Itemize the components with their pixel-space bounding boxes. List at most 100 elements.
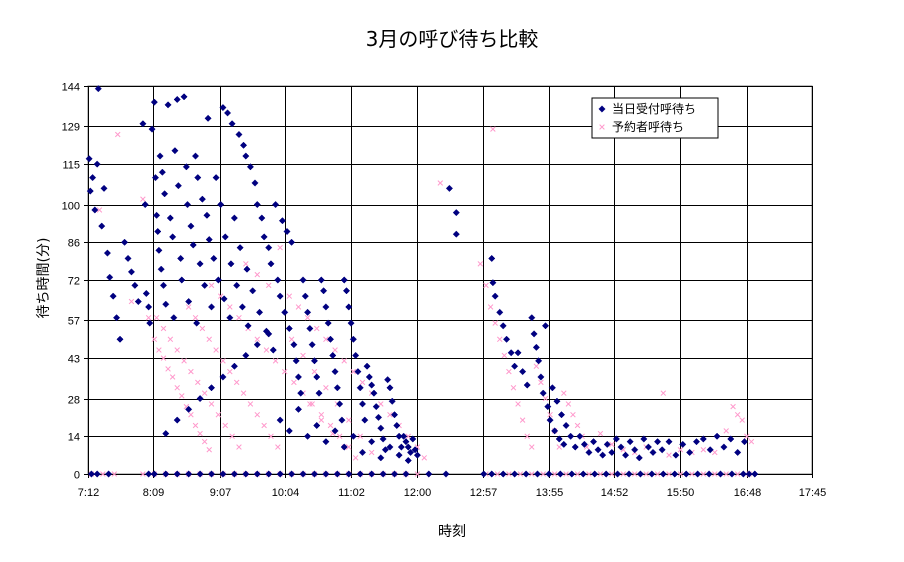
data-point [229, 433, 235, 440]
data-point [712, 449, 718, 456]
data-point [253, 341, 261, 349]
data-point [654, 471, 661, 477]
data-point [141, 201, 149, 209]
data-point [551, 471, 558, 477]
data-point [201, 281, 209, 289]
data-point [324, 319, 332, 327]
data-point [243, 265, 251, 273]
data-point [499, 322, 507, 330]
data-point [313, 421, 321, 430]
data-point [170, 314, 178, 322]
data-point [268, 433, 274, 440]
x-tick-label: 8:09 [143, 487, 164, 499]
data-point [116, 335, 124, 343]
data-point [553, 397, 561, 405]
data-point [346, 444, 352, 450]
data-point [538, 379, 544, 386]
data-point [609, 441, 615, 448]
data-point [563, 471, 569, 477]
data-point [545, 470, 553, 478]
data-point [727, 435, 735, 443]
data-point [356, 470, 364, 478]
data-point [294, 373, 303, 381]
data-point [594, 446, 602, 454]
data-point [310, 470, 319, 478]
data-point [345, 303, 353, 311]
data-point [258, 214, 266, 222]
data-point [377, 454, 385, 462]
data-point [404, 456, 412, 465]
y-tick-label: 86 [68, 238, 80, 250]
data-point [309, 401, 315, 407]
data-point [195, 379, 201, 386]
data-point [635, 454, 643, 462]
data-point [329, 351, 337, 359]
data-point [659, 470, 667, 478]
data-point [489, 279, 497, 287]
data-point [109, 292, 117, 300]
data-point [700, 446, 707, 453]
data-point [574, 471, 581, 477]
data-point [574, 422, 581, 429]
data-point [686, 448, 694, 456]
data-point [265, 330, 273, 338]
x-axis-title: 時刻 [438, 524, 466, 540]
data-point [340, 443, 348, 451]
data-point [614, 470, 622, 478]
data-point [561, 390, 567, 396]
data-point [263, 347, 270, 353]
data-point [326, 335, 335, 343]
data-point [230, 362, 238, 370]
data-point [567, 432, 575, 440]
data-point [192, 422, 199, 429]
data-point [310, 357, 319, 365]
data-point [640, 435, 648, 443]
data-point [242, 351, 250, 359]
data-point [228, 120, 236, 128]
data-point [103, 249, 111, 257]
data-point [356, 384, 364, 392]
data-point [315, 389, 323, 397]
data-point [503, 335, 511, 343]
data-point [153, 211, 161, 219]
data-point [251, 179, 259, 187]
x-tick-label: 10:04 [272, 487, 300, 499]
data-point [626, 438, 634, 446]
data-point [214, 276, 222, 284]
data-point [236, 314, 242, 321]
data-point [219, 470, 227, 478]
data-point [253, 201, 261, 209]
data-point [620, 471, 627, 477]
data-point [304, 314, 311, 321]
data-point [207, 384, 216, 392]
data-point [156, 347, 162, 353]
data-point [400, 432, 408, 440]
data-point [317, 276, 325, 284]
x-tick-label: 14:52 [601, 487, 629, 499]
data-point [390, 411, 399, 419]
data-point [274, 276, 282, 284]
data-point [636, 470, 644, 478]
data-point [254, 411, 261, 418]
data-point [290, 341, 298, 349]
data-point [666, 452, 672, 458]
data-point [275, 444, 281, 450]
data-point [734, 471, 741, 477]
data-point [488, 470, 496, 478]
chart-title: 3月の呼び待ち比較 [366, 27, 539, 51]
data-point [679, 440, 687, 448]
data-point [198, 195, 206, 203]
data-point [100, 471, 106, 477]
data-point [121, 238, 129, 246]
data-point [233, 379, 240, 386]
data-point [196, 260, 204, 268]
data-point [654, 438, 662, 446]
data-point [100, 184, 108, 192]
data-point [158, 168, 166, 176]
data-point [352, 455, 359, 461]
x-tick-label: 13:55 [536, 487, 564, 499]
data-point [167, 336, 174, 343]
data-point [139, 120, 147, 128]
data-point [267, 260, 275, 268]
data-point [276, 416, 284, 424]
